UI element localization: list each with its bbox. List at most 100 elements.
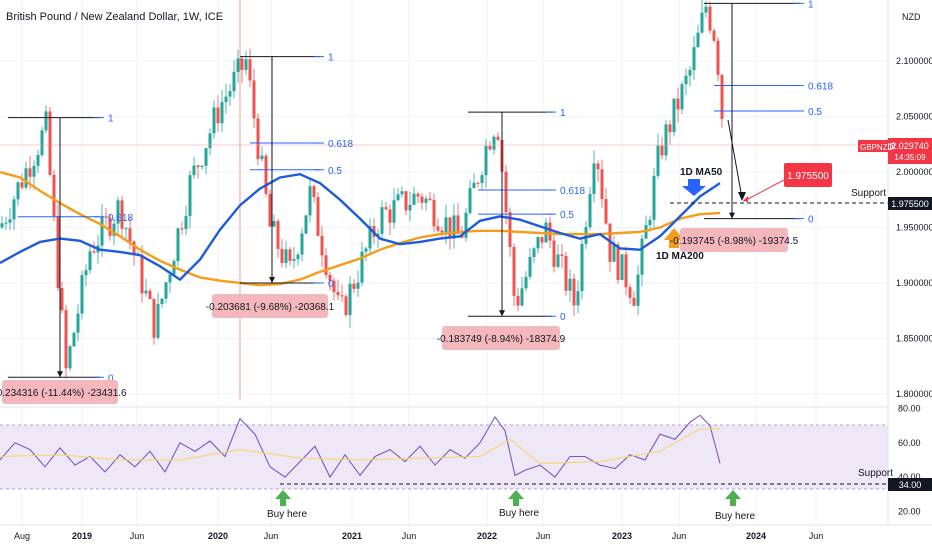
- buy-arrow-2: Buy here: [499, 490, 539, 519]
- candle-body: [352, 283, 356, 289]
- ma200-arrow-icon: [664, 228, 684, 248]
- candle-body: [384, 207, 388, 210]
- rsi-support-label: Support: [858, 468, 893, 479]
- price-axis-ticks: 2.100000 2.050000 2.000000 1.950000 1.900000…: [896, 56, 932, 399]
- time-tick-label: 2024: [746, 531, 766, 541]
- candle-body: [596, 163, 600, 170]
- candle-body: [700, 12, 704, 33]
- candle-body: [428, 198, 432, 200]
- rsi-support-badge-text: 34.00: [899, 480, 922, 490]
- candle-body: [468, 188, 472, 213]
- candle-body: [228, 91, 232, 97]
- candle-body: [536, 237, 540, 249]
- projection-line: [727, 119, 743, 199]
- candle-body: [180, 228, 184, 230]
- candle-body: [508, 212, 512, 248]
- fib-level-label: 0: [108, 373, 114, 384]
- candle-body: [640, 238, 644, 275]
- candle-body: [668, 124, 672, 133]
- time-tick-label: Jun: [130, 531, 145, 541]
- candle-body: [456, 215, 460, 235]
- candle-body: [584, 227, 588, 244]
- candle-body: [68, 346, 72, 369]
- candle-body: [328, 274, 332, 281]
- candle-body: [416, 193, 420, 197]
- price-badge-value: 2.029740: [891, 141, 929, 151]
- candle-body: [392, 200, 396, 223]
- fib-level-label: 0: [560, 312, 566, 323]
- candle-body: [292, 259, 296, 261]
- measure-text-3: -0.183749 (-8.94%) -18374.9: [437, 334, 566, 345]
- buy-here-label-3: Buy here: [715, 511, 755, 522]
- fib-range-arrow: [729, 212, 735, 219]
- candle-body: [316, 197, 320, 236]
- candle-body: [636, 274, 640, 306]
- price-tick-label: 1.850000: [896, 333, 932, 343]
- candle-body: [716, 40, 720, 75]
- candle-body: [440, 230, 444, 233]
- candle-body: [244, 59, 248, 70]
- candle-body: [600, 169, 604, 200]
- candle-body: [688, 70, 692, 76]
- measure-text-2: -0.203681 (-9.68%) -20368.1: [206, 302, 335, 313]
- fib-range-arrow: [57, 371, 63, 378]
- buy-arrow-3-icon: [725, 490, 741, 506]
- candle-body: [168, 274, 172, 283]
- ma50-arrow-icon: [682, 179, 706, 196]
- candle-body: [92, 251, 96, 253]
- fib-level-label: 0.618: [560, 186, 585, 197]
- candle-body: [260, 155, 264, 160]
- rsi-line: [0, 414, 721, 479]
- price-axis[interactable]: [888, 0, 932, 550]
- candle-body: [284, 249, 288, 263]
- candle-body: [240, 58, 244, 70]
- candle-body: [304, 215, 308, 234]
- candle-body: [36, 155, 40, 166]
- candle-body: [8, 219, 12, 223]
- measure-box-1: [2, 380, 118, 404]
- candle-body: [360, 251, 364, 283]
- target-price-badge: [784, 163, 832, 187]
- candle-body: [268, 193, 272, 227]
- fib-level-label: 0.5: [560, 210, 574, 221]
- candle-body: [692, 47, 696, 71]
- candle-body: [436, 226, 440, 231]
- candle-body: [476, 182, 480, 184]
- fib-range-arrow: [499, 310, 505, 317]
- candle-body: [192, 165, 196, 176]
- fib-level-label: 0: [328, 279, 334, 290]
- candle-body: [604, 199, 608, 224]
- candle-body: [108, 217, 112, 236]
- fib-level-label: 0: [808, 215, 814, 226]
- candle-body: [552, 240, 556, 267]
- candle-body: [448, 217, 452, 239]
- candle-body: [696, 32, 700, 48]
- candle-body: [712, 30, 716, 41]
- candle-body: [624, 254, 628, 288]
- candle-body: [348, 283, 352, 316]
- rsi-tick-label: 20.00: [898, 506, 921, 516]
- rsi-axis-ticks: 80.00 60.00 40.00 20.00: [898, 403, 921, 516]
- fib-level-label: 0.5: [808, 107, 822, 118]
- candle-body: [612, 244, 616, 262]
- candle-body: [412, 193, 416, 205]
- candle-body: [424, 198, 428, 203]
- target-price-text: 1.975500: [787, 171, 829, 182]
- candle-body: [16, 182, 20, 200]
- price-tick-label: 1.800000: [896, 389, 932, 399]
- candle-body: [652, 175, 656, 220]
- price-tick-label: 2.050000: [896, 112, 932, 122]
- fib-level-label: 0.618: [808, 82, 833, 93]
- candle-body: [452, 215, 456, 239]
- candle-body: [620, 254, 624, 280]
- candle-body: [40, 130, 44, 156]
- candle-body: [236, 58, 240, 72]
- candle-body: [464, 212, 468, 238]
- price-tick-label: 2.100000: [896, 56, 932, 66]
- candle-body: [644, 225, 648, 239]
- candle-body: [264, 155, 268, 194]
- candle-body: [256, 118, 260, 160]
- support-1-label: Support 1: [851, 188, 895, 199]
- candle-body: [296, 254, 300, 260]
